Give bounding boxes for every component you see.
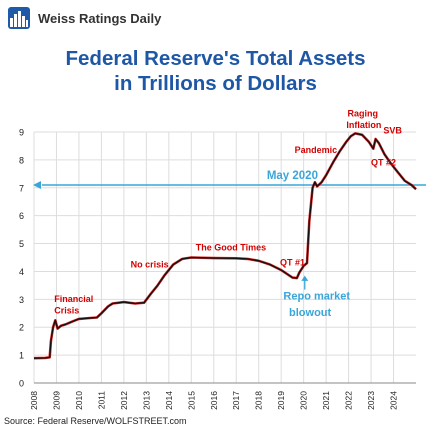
y-tick-label: 9 (19, 128, 24, 138)
annotation-label: Pandemic (295, 145, 338, 155)
y-tick-label: 7 (19, 183, 24, 193)
x-tick-label: 2008 (29, 391, 39, 410)
annotation-label: blowout (289, 307, 331, 319)
x-tick-label: 2012 (119, 391, 129, 410)
annotation-label: The Good Times (196, 243, 266, 253)
y-tick-label: 3 (19, 295, 24, 305)
brand-name: Weiss Ratings Daily (38, 10, 162, 26)
x-tick-label: 2019 (276, 391, 286, 410)
source-note: Source: Federal Reserve/WOLFSTREET.com (4, 416, 187, 426)
y-tick-label: 6 (19, 211, 24, 221)
series-line (33, 132, 417, 359)
x-tick-label: 2015 (186, 391, 196, 410)
x-tick-label: 2010 (74, 391, 84, 410)
annotation-label: Crisis (54, 305, 79, 315)
reference-arrow-left (33, 180, 41, 189)
grid (33, 131, 416, 384)
header: Weiss Ratings Daily (8, 6, 161, 30)
annotation-label: QT #2 (371, 157, 396, 167)
series-group (33, 132, 417, 360)
chart-title-line2: in Trillions of Dollars (114, 72, 317, 95)
annotation-label: QT #1 (280, 257, 305, 267)
reference-line-label: May 2020 (267, 170, 318, 182)
y-tick-label: 0 (19, 379, 24, 389)
annotation-label: Financial (54, 294, 93, 304)
x-tick-label: 2022 (344, 391, 354, 410)
y-tick-label: 4 (19, 267, 24, 277)
x-tick-label: 2017 (231, 391, 241, 410)
reference-line-group: May 2020 (33, 170, 426, 189)
x-tick-label: 2014 (164, 391, 174, 410)
x-tick-label: 2013 (141, 391, 151, 410)
x-tick-label: 2009 (51, 391, 61, 410)
annotation-label: SVB (383, 125, 402, 135)
x-tick-label: 2024 (389, 391, 399, 410)
x-tick-label: 2011 (96, 391, 106, 410)
annotation-label: Inflation (346, 120, 381, 130)
x-tick-label: 2018 (254, 391, 264, 410)
y-tick-label: 2 (19, 323, 24, 333)
annotation-label: Raging (347, 109, 378, 119)
axes: 0 1 2 3 4 5 6 7 8 9 2008 2009 2010 2011 2012 2013 2014 20… (19, 128, 416, 410)
y-tick-label: 1 (19, 351, 24, 361)
x-tick-label: 2020 (299, 391, 309, 410)
chart-title-line1: Federal Reserve's Total Assets (65, 47, 366, 70)
city-skyline-icon (8, 7, 30, 29)
annotation-label: No crisis (131, 259, 169, 269)
x-tick-label: 2023 (366, 391, 376, 410)
annotation-label: Repo market (283, 290, 350, 302)
x-tick-label: 2016 (209, 391, 219, 410)
y-tick-label: 5 (19, 239, 24, 249)
y-tick-label: 8 (19, 155, 24, 165)
repo-arrow-head (301, 275, 309, 281)
x-tick-label: 2021 (321, 391, 331, 410)
chart-title: Federal Reserve's Total Assets in Trilli… (0, 46, 431, 96)
